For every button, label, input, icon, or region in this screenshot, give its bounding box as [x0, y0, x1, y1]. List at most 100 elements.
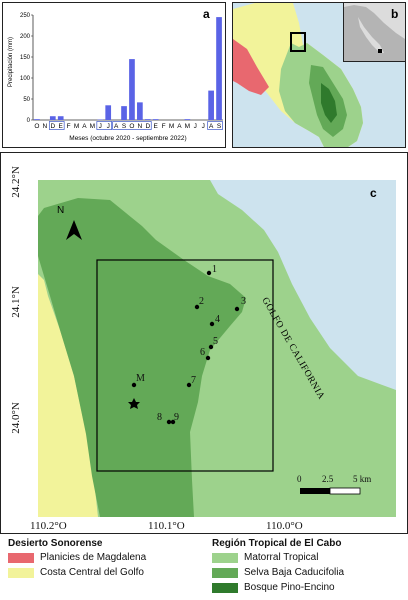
chart-bar — [184, 119, 191, 120]
chart-month-label: A — [82, 123, 87, 130]
chart-bar — [49, 116, 56, 120]
chart-month-label: A — [209, 123, 214, 130]
legend-swatch-bosque — [212, 583, 238, 593]
point-label-m: M — [136, 373, 145, 384]
chart-y-tick-label: 250 — [20, 13, 31, 19]
point-label-7: 7 — [191, 375, 196, 386]
study-rectangle — [96, 259, 274, 472]
chart-month-label: E — [59, 123, 64, 130]
scale-label-2-5: 2.5 — [322, 474, 334, 484]
north-arrow — [66, 220, 82, 240]
point-label-5: 5 — [213, 336, 218, 347]
panel-a-label: a — [203, 7, 210, 21]
lon-tick-110-1: 110.1°O — [148, 520, 185, 532]
chart-y-tick-label: 100 — [20, 76, 31, 82]
chart-month-label: M — [74, 123, 79, 130]
chart-month-label: J — [194, 123, 197, 130]
chart-bar — [105, 105, 112, 120]
chart-y-axis-label: Precipitación (mm) — [8, 37, 14, 88]
study-area-box — [290, 32, 306, 52]
lat-tick-24-1: 24.1°N — [10, 286, 22, 318]
chart-month-label: E — [154, 123, 159, 130]
legend-swatch-costa — [8, 568, 34, 578]
study-point-9 — [170, 419, 176, 425]
panel-b-label: b — [391, 7, 399, 21]
peninsula-map — [233, 3, 363, 147]
chart-month-label: J — [202, 123, 205, 130]
chart-month-label: D — [145, 123, 150, 130]
legend-label-costa: Costa Central del Golfo — [40, 567, 144, 578]
panel-a: 0 50 100 150 200 250 O N D E F M A M J J A S O N D E F M A M J J A S … — [2, 2, 226, 148]
lon-tick-110-0: 110.0°O — [266, 520, 303, 532]
peninsula-bosque-region — [321, 83, 337, 123]
scale-bar — [300, 487, 361, 495]
point-label-1: 1 — [212, 264, 217, 275]
study-point-8 — [166, 419, 172, 425]
chart-month-box — [207, 121, 223, 130]
chart-y-tick-label: 150 — [20, 55, 31, 61]
point-label-4: 4 — [215, 314, 220, 325]
point-label-2: 2 — [199, 296, 204, 307]
chart-month-label: O — [129, 123, 134, 130]
chart-month-label: M — [169, 123, 174, 130]
legend-label-bosque: Bosque Pino-Encino — [244, 582, 335, 593]
study-point-1 — [206, 270, 212, 276]
legend-swatch-selva — [212, 568, 238, 578]
legend-desert-title: Desierto Sonorense — [8, 538, 103, 549]
chart-month-label: O — [34, 123, 39, 130]
legend-label-matorral: Matorral Tropical — [244, 552, 319, 563]
chart-month-box — [48, 121, 65, 130]
chart-bar — [57, 116, 64, 120]
study-point-m — [131, 382, 137, 388]
costa-central-region — [38, 274, 98, 517]
chart-bar — [208, 90, 214, 120]
legend-label-planicies: Planicies de Magdalena — [40, 552, 147, 563]
chart-bar — [137, 102, 143, 120]
legend-tropical-title: Región Tropical de El Cabo — [212, 538, 342, 549]
chart-y-tick-label: 50 — [23, 97, 30, 103]
chart-bar — [152, 119, 159, 120]
chart-y-tick-label: 0 — [27, 118, 31, 124]
chart-month-label: A — [177, 123, 182, 130]
chart-month-label: F — [162, 123, 166, 130]
mexico-inset — [343, 3, 405, 62]
chart-bar — [216, 17, 222, 121]
study-point-4 — [209, 321, 215, 327]
chart-month-box — [112, 121, 152, 130]
chart-month-label: J — [99, 123, 102, 130]
study-point-3 — [234, 306, 240, 312]
chart-month-label: D — [50, 123, 55, 130]
point-label-3: 3 — [241, 296, 246, 307]
chart-bar — [129, 59, 135, 120]
panel-b: b — [232, 2, 406, 148]
chart-y-tick-label: 200 — [20, 34, 31, 40]
chart-month-box — [96, 121, 113, 130]
legend-swatch-planicies — [8, 553, 34, 563]
point-label-6: 6 — [200, 347, 205, 358]
chart-month-label: S — [217, 123, 222, 130]
scale-label-0: 0 — [297, 474, 302, 484]
chart-month-label: N — [138, 123, 143, 130]
gulf-sea-region — [210, 180, 396, 390]
chart-bar — [144, 119, 151, 120]
study-point-2 — [194, 304, 200, 310]
chart-month-label: N — [43, 123, 48, 130]
north-label: N — [57, 205, 65, 216]
panel-c-label: c — [370, 186, 377, 200]
lat-tick-24-2: 24.2°N — [10, 166, 22, 198]
star-marker — [128, 398, 140, 409]
lon-tick-110-2: 110.2°O — [30, 520, 67, 532]
lat-tick-24-0: 24.0°N — [10, 402, 22, 434]
chart-month-label: A — [114, 123, 119, 130]
chart-month-label: F — [67, 123, 71, 130]
scale-label-5km: 5 km — [353, 474, 372, 484]
point-label-8: 8 — [157, 412, 162, 423]
study-point-6 — [205, 355, 211, 361]
legend-label-selva: Selva Baja Caducifolia — [244, 567, 345, 578]
study-point-5 — [208, 344, 214, 350]
chart-x-axis-label: Meses (octubre 2020 - septiembre 2022) — [69, 135, 187, 142]
chart-month-label: M — [185, 123, 190, 130]
chart-month-label: J — [107, 123, 110, 130]
peninsula-planicies-region — [233, 39, 269, 95]
